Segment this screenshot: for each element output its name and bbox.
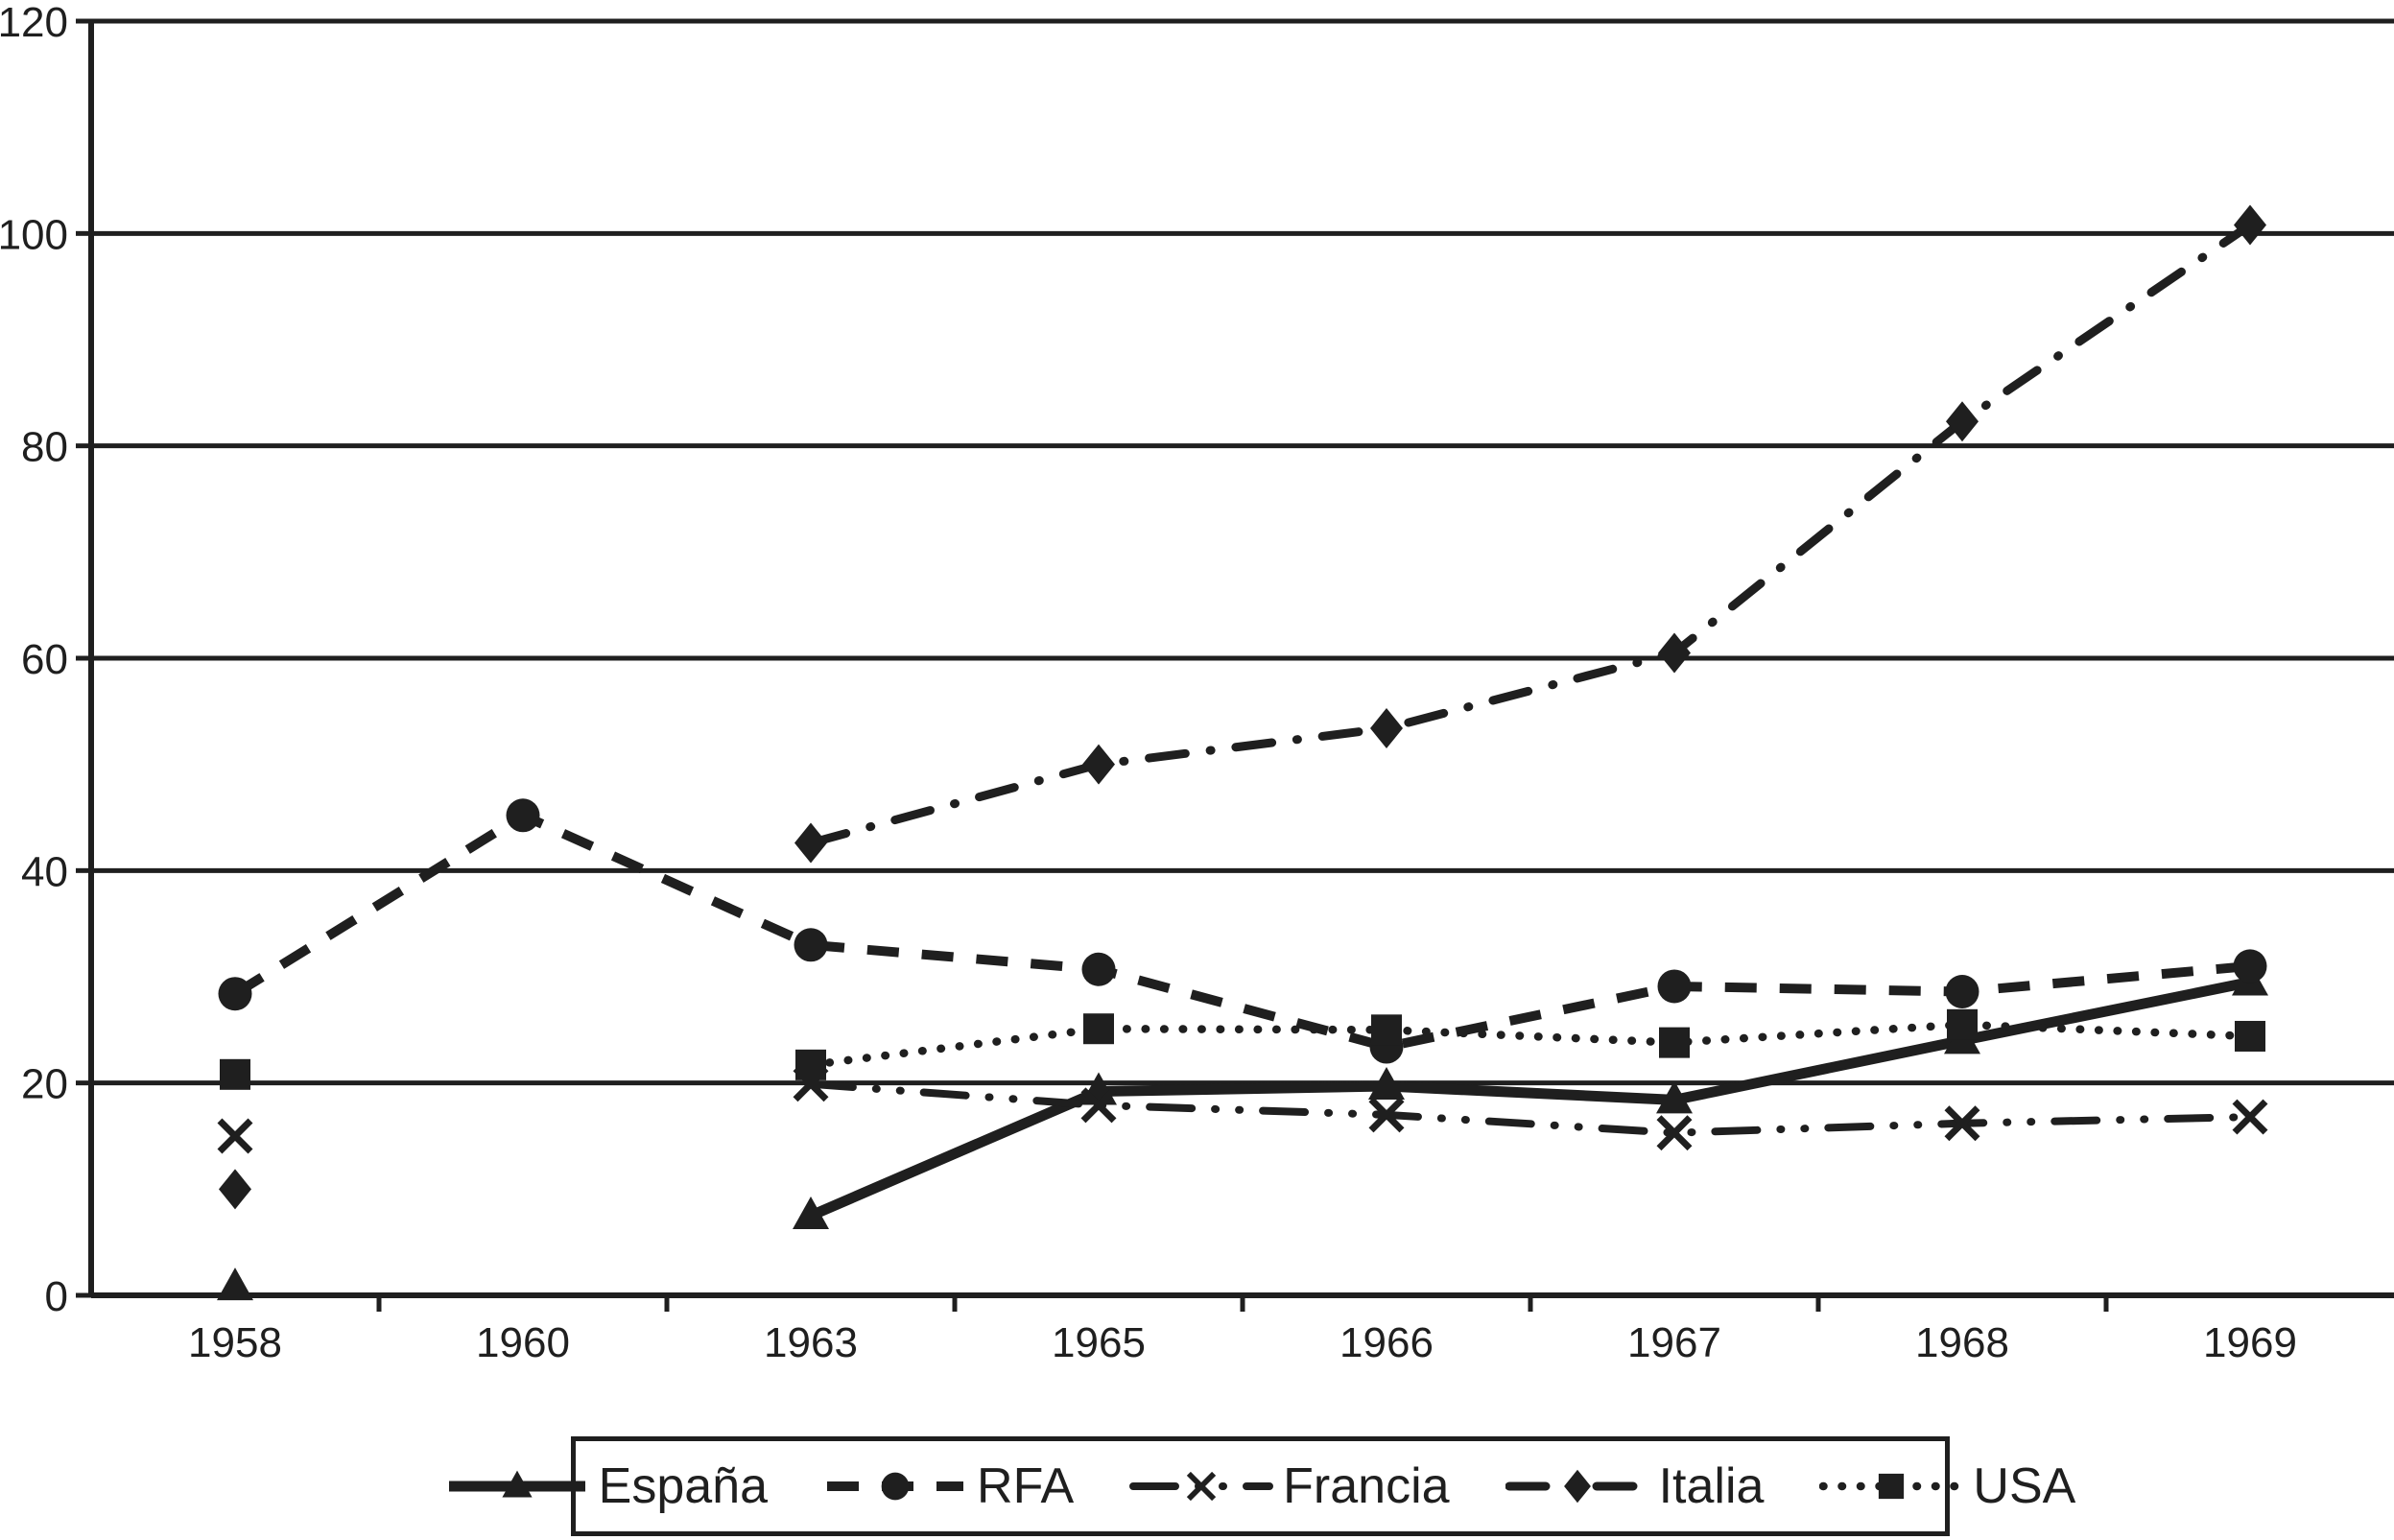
marker-triangle bbox=[1656, 1080, 1693, 1114]
x-axis-label: 1966 bbox=[1339, 1319, 1434, 1366]
marker-x bbox=[2232, 1099, 2268, 1135]
y-axis-label: 60 bbox=[21, 636, 68, 683]
marker-triangle bbox=[217, 1268, 253, 1301]
legend-line-sample-italia bbox=[1505, 1469, 1649, 1504]
marker-circle bbox=[1657, 969, 1692, 1004]
x-axis-label: 1967 bbox=[1627, 1319, 1721, 1366]
line-usa bbox=[806, 1020, 2255, 1070]
y-axis-label: 100 bbox=[0, 211, 68, 258]
marker-x bbox=[1944, 1105, 1980, 1142]
legend-label-italia: Italia bbox=[1658, 1458, 1765, 1514]
line-italia bbox=[806, 220, 2255, 848]
marker-square bbox=[1083, 1013, 1114, 1045]
legend-item-francia: Francia bbox=[1129, 1456, 1450, 1517]
y-axis-label: 20 bbox=[21, 1061, 68, 1108]
legend-line-sample-rfa bbox=[827, 1472, 964, 1501]
marker-x bbox=[1368, 1097, 1405, 1133]
marker-x bbox=[1656, 1115, 1693, 1151]
line-rfa bbox=[232, 810, 2251, 1053]
marker-diamond bbox=[1082, 744, 1115, 785]
marker-diamond bbox=[1946, 401, 1979, 442]
y-axis-label: 0 bbox=[45, 1273, 68, 1320]
gridlines: 0 20 40 60 80 100 120 bbox=[0, 0, 2394, 1320]
legend: España RFA Francia Italia USA bbox=[448, 1436, 2075, 1536]
legend-item-usa: USA bbox=[1819, 1456, 2075, 1517]
marker-circle bbox=[1945, 974, 1979, 1008]
series-usa bbox=[220, 1008, 2265, 1090]
marker-square bbox=[220, 1058, 250, 1090]
x-axis-label: 1963 bbox=[764, 1319, 858, 1366]
series-italia bbox=[219, 204, 2266, 1210]
x-axis: 1958 1960 1963 1965 1966 1967 1968 1969 bbox=[188, 1295, 2297, 1366]
marker-diamond bbox=[1563, 1469, 1591, 1504]
legend-label-rfa: RFA bbox=[977, 1458, 1075, 1514]
legend-line-sample-espana bbox=[448, 1470, 585, 1498]
marker-diamond bbox=[794, 822, 827, 864]
marker-square bbox=[1371, 1014, 1402, 1046]
marker-circle bbox=[881, 1472, 910, 1501]
x-axis-label: 1969 bbox=[2203, 1319, 2297, 1366]
marker-x bbox=[1080, 1087, 1117, 1124]
line-francia bbox=[807, 1079, 2254, 1137]
marker-triangle bbox=[793, 1196, 829, 1229]
marker-x bbox=[1187, 1471, 1217, 1502]
marker-circle bbox=[2233, 949, 2267, 983]
marker-diamond bbox=[2234, 204, 2266, 246]
legend-item-espana: España bbox=[445, 1456, 768, 1517]
legend-line-sample-usa bbox=[1819, 1473, 1964, 1500]
marker-circle bbox=[506, 798, 540, 833]
marker-circle bbox=[794, 928, 828, 962]
line-espana bbox=[808, 977, 2252, 1221]
legend-item-rfa: RFA bbox=[823, 1456, 1074, 1517]
legend-label-usa: USA bbox=[1973, 1458, 2076, 1514]
x-axis-label: 1958 bbox=[188, 1319, 282, 1366]
marker-diamond bbox=[1370, 708, 1403, 749]
series-rfa bbox=[218, 798, 2267, 1064]
y-axis-label: 120 bbox=[0, 0, 68, 46]
marker-triangle bbox=[502, 1470, 533, 1498]
y-axis-label: 80 bbox=[21, 424, 68, 471]
marker-square bbox=[2235, 1020, 2265, 1052]
marker-diamond bbox=[1658, 632, 1691, 674]
marker-circle bbox=[218, 977, 252, 1011]
marker-square bbox=[795, 1049, 826, 1080]
marker-diamond bbox=[219, 1169, 251, 1210]
legend-label-francia: Francia bbox=[1283, 1458, 1450, 1514]
y-axis-label: 40 bbox=[21, 848, 68, 895]
marker-circle bbox=[1081, 952, 1116, 986]
marker-triangle bbox=[1368, 1066, 1405, 1100]
legend-item-italia: Italia bbox=[1505, 1456, 1765, 1517]
legend-line-sample-francia bbox=[1129, 1471, 1274, 1502]
marker-square bbox=[1879, 1473, 1905, 1500]
x-axis-label: 1965 bbox=[1052, 1319, 1146, 1366]
marker-x bbox=[217, 1118, 253, 1154]
legend-label-espana: España bbox=[598, 1458, 769, 1514]
marker-square bbox=[1659, 1027, 1690, 1058]
x-axis-label: 1968 bbox=[1915, 1319, 2009, 1366]
marker-square bbox=[1947, 1008, 1978, 1040]
x-axis-label: 1960 bbox=[476, 1319, 570, 1366]
